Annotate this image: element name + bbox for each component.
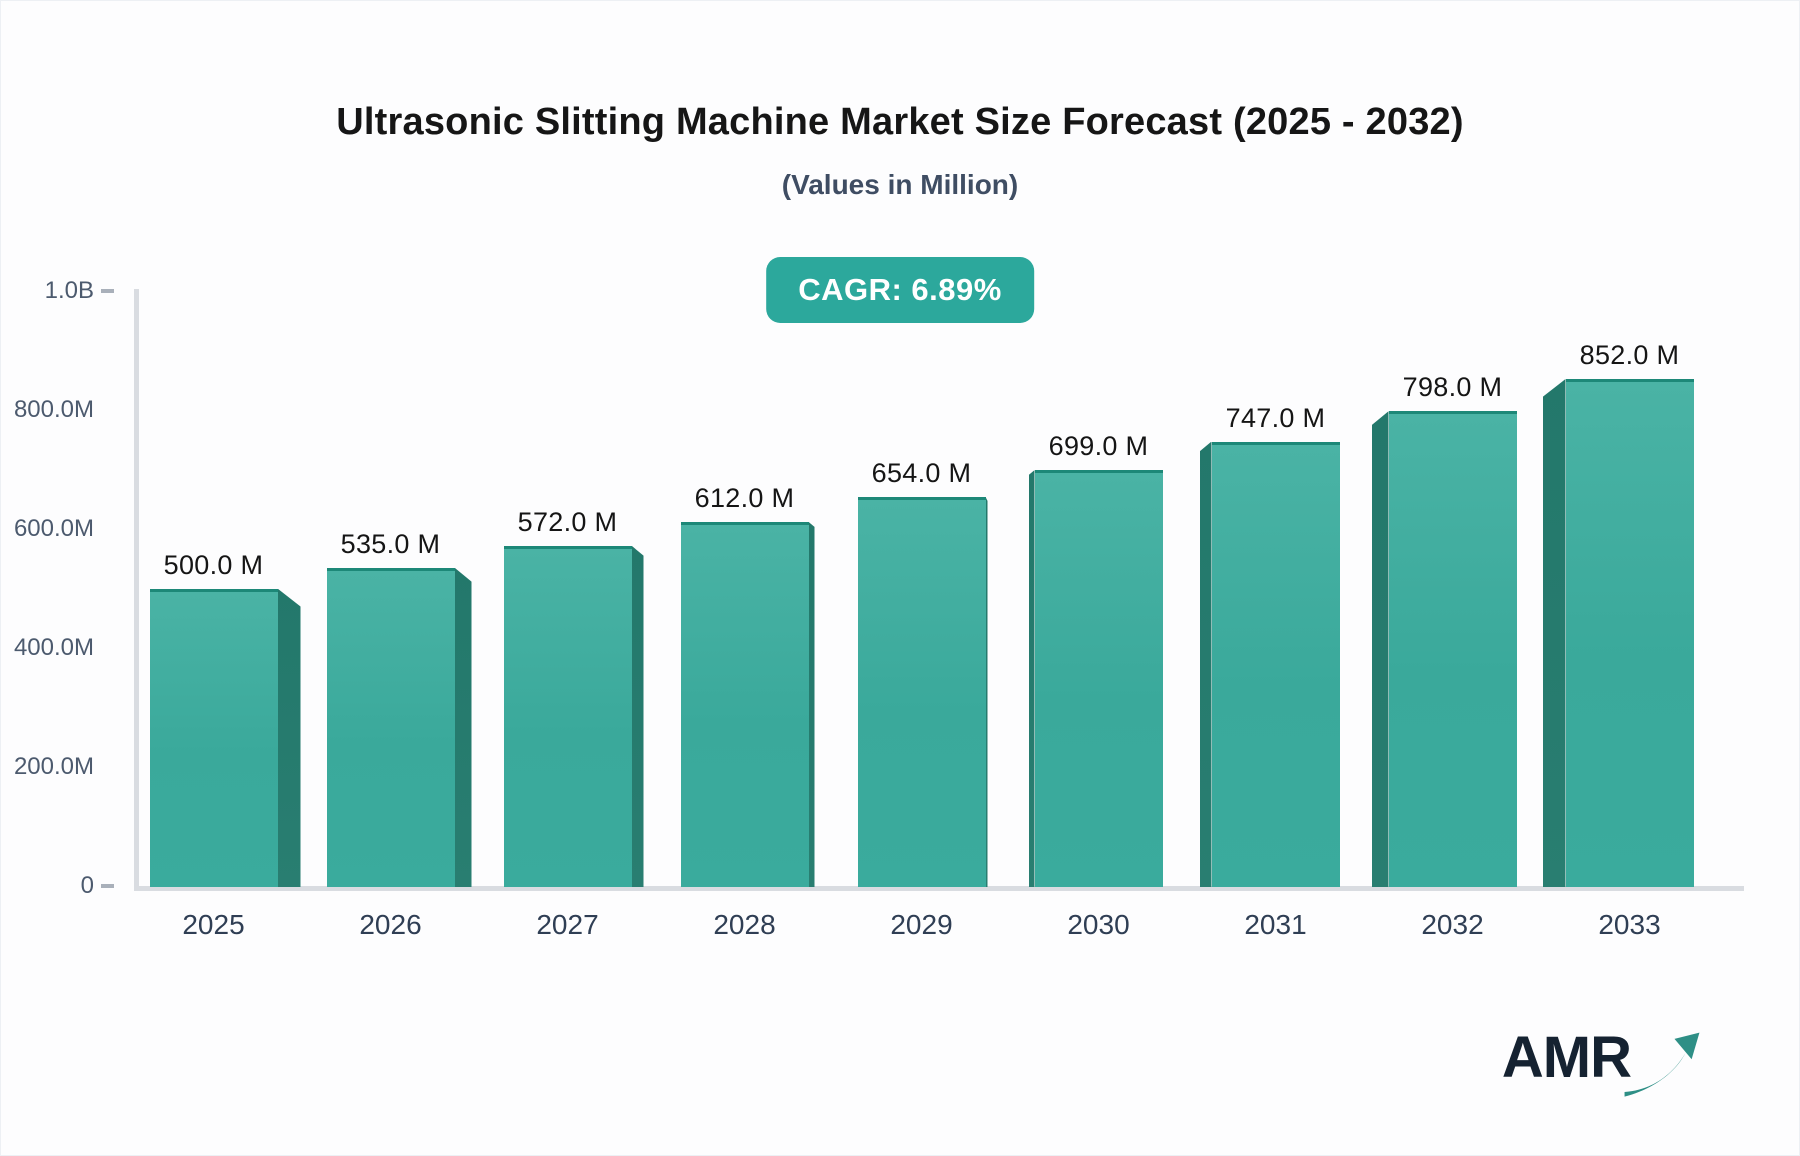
bar-value-label-2033: 852.0 M bbox=[1579, 340, 1680, 371]
y-axis-tick-label: 600.0M bbox=[13, 515, 94, 542]
bar-depth-side-2028 bbox=[808, 521, 815, 887]
chart-title: Ultrasonic Slitting Machine Market Size … bbox=[336, 101, 1464, 143]
bar-depth-side-2030 bbox=[1028, 470, 1035, 887]
x-axis-label-2027: 2027 bbox=[536, 909, 599, 940]
y-axis-tick-label: 800.0M bbox=[13, 396, 94, 423]
x-axis-label-2025: 2025 bbox=[182, 909, 245, 940]
bar-value-label-2029: 654.0 M bbox=[871, 457, 972, 488]
growth-arrow-icon bbox=[1623, 1031, 1701, 1108]
bar-depth-side-2025 bbox=[277, 588, 301, 887]
bar-depth-side-2029 bbox=[985, 496, 988, 887]
x-axis-label-2029: 2029 bbox=[890, 909, 953, 940]
bar-value-label-2031: 747.0 M bbox=[1225, 402, 1326, 433]
chart-subtitle: (Values in Million) bbox=[781, 169, 1019, 200]
bar-depth-side-2026 bbox=[454, 567, 472, 887]
cagr-badge: CAGR: 6.89% bbox=[766, 257, 1034, 323]
bar-2025 bbox=[149, 588, 278, 887]
x-axis-label-2033: 2033 bbox=[1598, 909, 1661, 940]
bar-depth-side-2031 bbox=[1199, 441, 1212, 887]
y-axis-tick-label: 200.0M bbox=[13, 753, 94, 780]
amr-logo: AMR bbox=[1502, 1029, 1701, 1108]
bar-2029 bbox=[857, 496, 986, 887]
bar-2027 bbox=[503, 545, 632, 887]
bar-value-label-2027: 572.0 M bbox=[517, 506, 618, 537]
bar-2032 bbox=[1388, 411, 1517, 887]
x-axis-line bbox=[134, 886, 1744, 891]
x-axis-label-2032: 2032 bbox=[1421, 909, 1484, 940]
bar-depth-side-2032 bbox=[1371, 411, 1389, 887]
bar-depth-side-2027 bbox=[631, 545, 644, 887]
bar-2026 bbox=[326, 567, 455, 887]
bar-2030 bbox=[1034, 470, 1163, 887]
x-axis-label-2028: 2028 bbox=[713, 909, 776, 940]
y-axis-tick-mark bbox=[101, 289, 114, 293]
bar-value-label-2028: 612.0 M bbox=[694, 482, 795, 513]
y-axis-tick-label: 400.0M bbox=[13, 634, 94, 661]
y-axis-tick-label: 0 bbox=[80, 872, 94, 899]
x-axis-label-2030: 2030 bbox=[1067, 909, 1130, 940]
bar-2031 bbox=[1211, 441, 1340, 887]
bar-value-label-2025: 500.0 M bbox=[163, 549, 264, 580]
bar-2033 bbox=[1565, 379, 1694, 887]
bar-2028 bbox=[680, 521, 809, 887]
x-axis-label-2026: 2026 bbox=[359, 909, 422, 940]
y-axis-line bbox=[134, 289, 139, 891]
bar-value-label-2032: 798.0 M bbox=[1402, 372, 1503, 403]
amr-logo-text: AMR bbox=[1501, 1025, 1632, 1090]
bar-value-label-2030: 699.0 M bbox=[1048, 431, 1149, 462]
y-axis-tick-mark bbox=[101, 884, 114, 888]
bar-value-label-2026: 535.0 M bbox=[340, 528, 441, 559]
x-axis-label-2031: 2031 bbox=[1244, 909, 1307, 940]
y-axis-tick-label: 1.0B bbox=[44, 277, 94, 304]
bar-depth-side-2033 bbox=[1542, 379, 1566, 887]
